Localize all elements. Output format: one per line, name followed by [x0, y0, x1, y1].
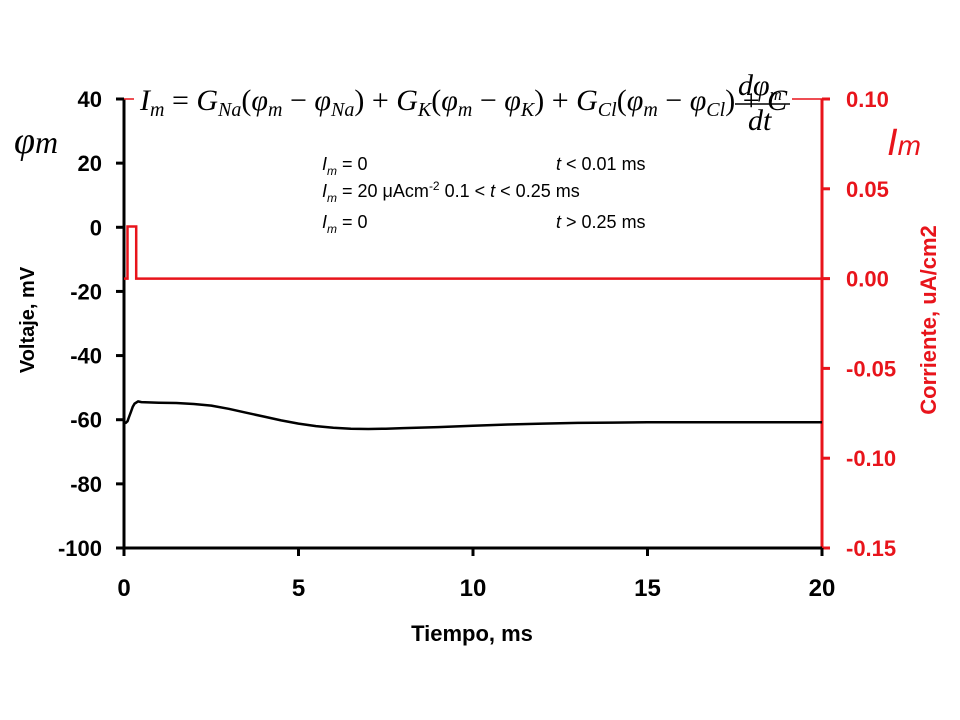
svg-text:t < 0.01 ms: t < 0.01 ms: [556, 154, 646, 174]
x-axis-title: Tiempo, ms: [411, 621, 533, 646]
equation: Im = GNa(φm − φNa) + GK(φm − φK) + GCl(φ…: [139, 69, 790, 137]
phi-m-label: φm: [14, 120, 58, 162]
svg-text:t > 0.25 ms: t > 0.25 ms: [556, 212, 646, 232]
series-line-voltage: [124, 400, 822, 431]
svg-text:Im = 20 μAcm-2 0.1 < t < 0.25: Im = 20 μAcm-2 0.1 < t < 0.25 ms: [322, 179, 580, 205]
left-ticks: 40 20 0 -20 -40 -60 -80 -100: [58, 87, 124, 561]
left-tick-label: -80: [70, 472, 102, 497]
left-tick-label: -60: [70, 408, 102, 433]
right-tick-label: -0.10: [846, 446, 896, 471]
series-line-current: [124, 225, 822, 280]
right-tick-label: -0.15: [846, 536, 896, 561]
svg-text:Im = GNa(φm − φNa) + GK(φm − φ: Im = GNa(φm − φNa) + GK(φm − φK) + GCl(φ…: [139, 84, 788, 121]
x-tick-label: 10: [460, 575, 487, 602]
right-tick-label: 0.00: [846, 267, 889, 292]
x-ticks: 0 5 10 15 20: [117, 548, 835, 602]
y-axis-title-left: Voltaje, mV: [17, 266, 39, 373]
left-tick-label: -20: [70, 279, 102, 304]
left-tick-label: 20: [78, 151, 102, 176]
conditions-annotation: Im = 0 t < 0.01 ms Im = 20 μAcm-2 0.1 < …: [322, 154, 646, 236]
left-tick-label: 40: [78, 87, 102, 112]
right-tick-label: 0.10: [846, 87, 889, 112]
svg-text:dt: dt: [748, 104, 772, 137]
im-label: Im: [887, 122, 921, 164]
svg-text:dφm: dφm: [738, 69, 782, 104]
left-tick-label: -40: [70, 344, 102, 369]
svg-text:Im = 0: Im = 0: [322, 212, 368, 236]
x-tick-label: 5: [292, 575, 305, 602]
right-tick-label: -0.05: [846, 356, 896, 381]
x-tick-label: 0: [117, 575, 130, 602]
x-tick-label: 15: [634, 575, 661, 602]
right-tick-label: 0.05: [846, 177, 889, 202]
y-axis-title-right: Corriente, uA/cm2: [916, 225, 941, 415]
left-tick-label: -100: [58, 536, 102, 561]
svg-text:Im = 0: Im = 0: [322, 154, 368, 178]
right-ticks: 0.10 0.05 0.00 -0.05 -0.10 -0.15: [124, 87, 896, 561]
x-tick-label: 20: [809, 575, 836, 602]
left-tick-label: 0: [90, 215, 102, 240]
